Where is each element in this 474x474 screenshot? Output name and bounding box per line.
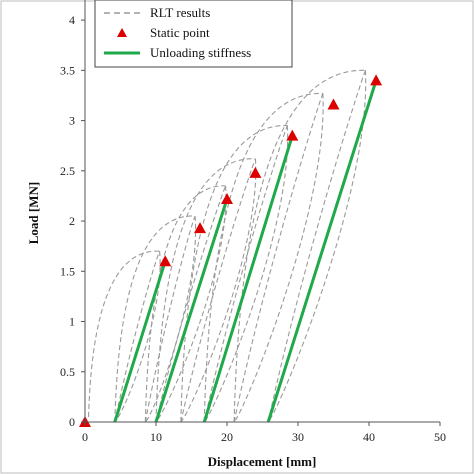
unloading-stiffness-line — [202, 135, 294, 423]
y-tick-label: 2.5 — [60, 164, 75, 178]
x-tick-label: 40 — [363, 430, 375, 444]
rlt-loading-curve — [114, 215, 196, 423]
plot-area — [79, 69, 383, 427]
rlt-reloading-curve — [267, 70, 366, 423]
legend-box — [94, 0, 293, 68]
y-axis-title: Load [MN] — [26, 182, 41, 244]
legend-swatch-static — [117, 28, 127, 37]
legend: RLT results Static point Unloading stiff… — [94, 0, 293, 68]
unloading-stiffness-line — [154, 198, 229, 423]
rlt-reloading-curve — [144, 215, 196, 423]
y-tick-label: 3 — [69, 114, 75, 128]
static-point-marker — [194, 222, 207, 234]
rlt-unloading-curve — [114, 251, 161, 423]
x-tick-label: 20 — [221, 430, 233, 444]
x-tick-label: 10 — [150, 430, 162, 444]
static-point-marker — [249, 166, 262, 178]
y-tick-label: 2 — [69, 214, 75, 228]
x-tick-labels: 0 10 20 30 40 50 — [82, 422, 446, 444]
static-point-marker — [286, 129, 299, 141]
rlt-unloading-curve — [233, 93, 324, 423]
rlt-reloading-curve — [155, 185, 227, 423]
rlt-loading-curve — [155, 158, 256, 423]
rlt-loading-curve — [180, 125, 288, 423]
static-point-marker — [327, 98, 340, 110]
rlt-reloading-curve — [233, 93, 324, 423]
y-tick-label: 4 — [69, 13, 75, 27]
y-tick-label: 0.5 — [60, 365, 75, 379]
legend-label-unloading: Unloading stiffness — [150, 45, 251, 60]
rlt-reloading-curve — [180, 158, 256, 423]
legend-label-rlt: RLT results — [150, 5, 210, 20]
legend-label-static: Static point — [150, 25, 210, 40]
x-tick-label: 0 — [82, 430, 88, 444]
unloading-stiffness-line — [113, 260, 167, 423]
rlt-loading-curve — [203, 92, 323, 423]
y-tick-label: 1.5 — [60, 264, 75, 278]
x-tick-label: 30 — [292, 430, 304, 444]
static-point-marker — [159, 255, 172, 267]
unloading-stiffness-line — [266, 79, 378, 423]
rlt-unloading-curve — [203, 125, 289, 423]
x-axis-title: Displacement [mm] — [208, 454, 317, 469]
static-point-marker — [221, 192, 233, 204]
y-tick-label: 1 — [69, 315, 75, 329]
y-tick-label: 3.5 — [60, 63, 75, 77]
rlt-loading-curve — [233, 69, 366, 423]
static-point-marker — [370, 74, 383, 86]
rlt-loading-curve — [144, 185, 226, 423]
y-tick-labels: 0 0.5 1 1.5 2 2.5 3 3.5 4 — [60, 13, 85, 429]
rlt-loading-curve — [88, 250, 160, 417]
rlt-reloading-curve — [114, 250, 161, 423]
y-tick-label: 0 — [69, 415, 75, 429]
x-tick-label: 50 — [434, 430, 446, 444]
